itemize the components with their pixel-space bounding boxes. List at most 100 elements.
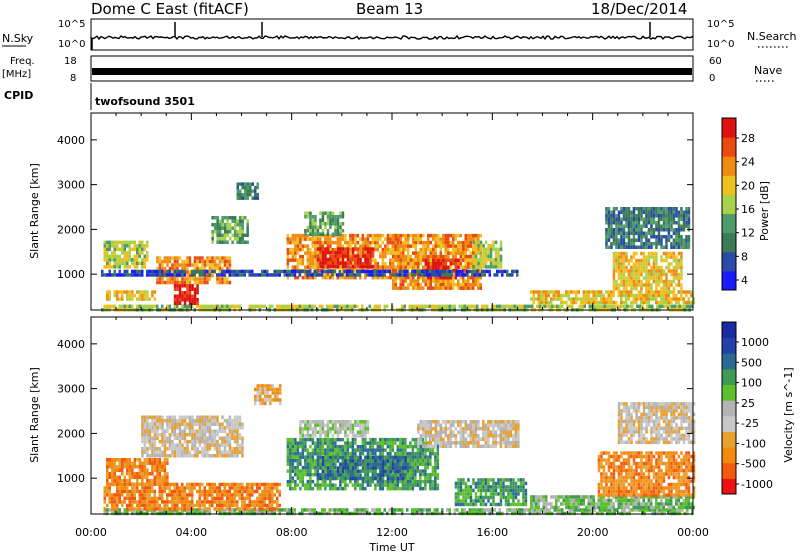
power-cell: [660, 245, 663, 249]
velocity-cell: [231, 503, 234, 508]
velocity-cell: [221, 507, 224, 511]
power-cell: [339, 232, 342, 236]
power-cell: [306, 211, 310, 215]
velocity-cell: [216, 486, 219, 490]
power-cell: [329, 215, 332, 219]
velocity-cell: [623, 508, 626, 512]
power-cell: [429, 240, 432, 245]
velocity-cell: [304, 483, 307, 487]
velocity-cell: [186, 486, 189, 490]
power-y-tick-label: 3000: [57, 179, 85, 192]
power-cell: [677, 242, 681, 246]
power-cell: [627, 224, 631, 228]
power-cell: [379, 244, 382, 248]
power-cell: [201, 277, 204, 281]
velocity-cell: [538, 508, 541, 512]
power-cell: [301, 254, 305, 259]
velocity-cell: [294, 437, 297, 442]
power-cell: [451, 304, 454, 309]
velocity-cell: [461, 511, 464, 516]
power-cell: [146, 251, 149, 255]
velocity-cell: [106, 458, 109, 462]
power-cell: [637, 290, 640, 294]
velocity-cell: [223, 486, 226, 490]
power-cell: [106, 297, 109, 301]
power-cell: [657, 210, 661, 214]
power-cell: [675, 258, 678, 263]
velocity-cell: [208, 440, 212, 444]
velocity-cell: [123, 511, 126, 516]
velocity-cell: [143, 511, 146, 516]
velocity-cell: [136, 500, 139, 504]
power-cell: [376, 244, 380, 248]
velocity-cell: [231, 419, 234, 423]
velocity-cell: [133, 493, 136, 497]
power-cell: [612, 290, 615, 294]
power-cell: [296, 237, 300, 241]
power-cell: [316, 254, 320, 258]
power-cell: [452, 244, 455, 248]
power-cell: [682, 290, 685, 294]
power-cell: [319, 222, 322, 226]
power-cell: [627, 242, 631, 246]
power-cell: [454, 282, 457, 287]
power-cell: [627, 290, 630, 294]
power-cell: [660, 207, 663, 211]
velocity-cell: [241, 496, 244, 501]
power-cell: [331, 269, 334, 274]
power-cell: [675, 245, 678, 249]
power-cell: [665, 217, 668, 221]
power-cell: [128, 290, 132, 294]
power-cell: [677, 276, 681, 280]
power-cell: [441, 304, 444, 309]
power-cell: [384, 237, 387, 241]
velocity-cell: [116, 479, 119, 483]
freq-tick-high: 18: [64, 56, 77, 67]
velocity-cell: [166, 415, 169, 419]
power-cell: [314, 258, 317, 262]
power-cell: [449, 286, 452, 290]
power-cell: [116, 247, 119, 252]
power-cell: [650, 228, 653, 232]
power-cell: [414, 244, 417, 248]
power-cell: [665, 235, 668, 239]
power-cell: [386, 237, 390, 241]
power-cell: [446, 269, 449, 274]
power-cell: [116, 261, 119, 266]
power-cell: [622, 207, 626, 211]
velocity-cell: [453, 511, 456, 516]
velocity-cell: [218, 489, 221, 494]
power-cell: [655, 224, 658, 228]
power-cell: [306, 244, 310, 248]
power-cell: [316, 229, 320, 233]
velocity-cell: [106, 461, 109, 465]
power-cell: [399, 251, 402, 255]
velocity-cell: [248, 500, 251, 504]
power-cell: [221, 237, 224, 241]
power-cell: [198, 277, 202, 281]
power-cell: [338, 269, 341, 274]
power-cell: [173, 294, 177, 298]
power-cell: [161, 269, 164, 274]
velocity-cell: [178, 489, 181, 494]
power-cell: [168, 256, 172, 260]
power-cell: [356, 233, 360, 238]
power-cell: [226, 223, 229, 227]
power-cell: [444, 244, 447, 248]
power-cell: [677, 245, 681, 249]
velocity-cell: [133, 461, 137, 465]
velocity-cell: [196, 489, 199, 494]
velocity-cell: [328, 508, 331, 512]
power-cell: [248, 269, 251, 274]
velocity-cell: [304, 441, 307, 445]
velocity-cell: [556, 508, 559, 512]
velocity-cell: [133, 486, 136, 490]
power-cell: [211, 233, 214, 237]
power-cell: [163, 266, 167, 271]
power-cell: [384, 251, 387, 255]
power-cell: [171, 256, 174, 260]
power-cell: [617, 276, 621, 280]
power-cell: [570, 300, 573, 305]
velocity-cell: [301, 444, 305, 449]
power-cell: [116, 273, 119, 277]
